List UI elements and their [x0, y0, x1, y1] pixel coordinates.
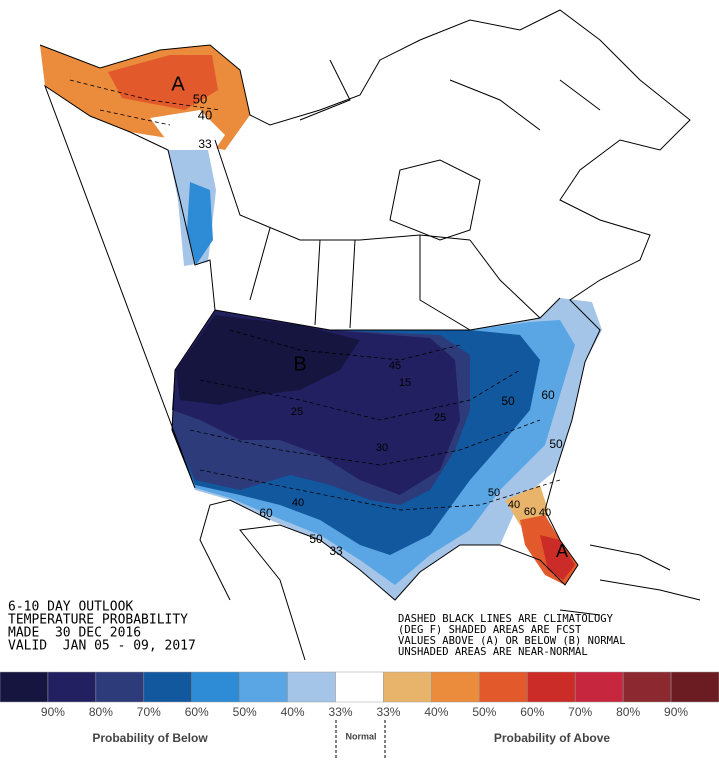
map-label: 60: [259, 506, 273, 520]
legend-label: 70%: [137, 705, 161, 719]
map-label: 40: [539, 507, 551, 519]
map-label: 50: [501, 394, 515, 408]
map-label: 60: [541, 388, 555, 402]
map-label: 60: [524, 506, 536, 518]
legend-swatch: [335, 671, 384, 703]
coastline: [39, 9, 691, 661]
legend-label: 33%: [329, 705, 353, 719]
note-line: VALUES ABOVE (A) OR BELOW (B) NORMAL: [398, 635, 626, 647]
canada-borders: [214, 139, 561, 331]
map-label: 30: [376, 442, 388, 454]
legend-swatch: [191, 671, 240, 703]
legend-swatch: [527, 671, 576, 703]
alaska-white: [150, 110, 225, 150]
legend-swatch: [47, 671, 97, 703]
legend-swatch: [95, 671, 145, 703]
legend-label: 60%: [520, 705, 544, 719]
hudson-bay: [299, 59, 601, 241]
legend: 90% 80% 70% 60% 50% 40% 33% 33% 40% 50% 60% 70% 80% 9…: [0, 671, 719, 719]
legend-label: 80%: [616, 705, 640, 719]
legend-label: 40%: [424, 705, 448, 719]
legend-label: 33%: [376, 705, 400, 719]
legend-label: 70%: [568, 705, 592, 719]
outlook-line: 6-10 DAY OUTLOOK: [8, 600, 133, 615]
map-label: 50: [549, 437, 563, 451]
map-label: A: [556, 541, 568, 561]
outlook-line: TEMPERATURE PROBABILITY: [8, 613, 188, 628]
outlook-line: MADE 30 DEC 2016: [8, 626, 141, 641]
map-label: 50: [488, 487, 500, 499]
map-label: A: [171, 73, 185, 95]
map-label: 50: [193, 91, 207, 106]
legend-label: 60%: [185, 705, 209, 719]
map-label: 15: [399, 377, 411, 389]
legend-label: 90%: [41, 705, 65, 719]
map-label: 50: [309, 532, 323, 546]
map-label: 25: [291, 406, 303, 418]
legend-normal-title: Normal: [345, 731, 376, 741]
map-label: B: [293, 353, 306, 375]
legend-swatch: [622, 671, 672, 703]
climatology-line: [69, 79, 561, 511]
note-line: DASHED BLACK LINES ARE CLIMATOLOGY: [398, 613, 614, 625]
legend-swatch: [431, 671, 480, 703]
caribbean: [559, 544, 701, 616]
map-label: 45: [389, 360, 401, 372]
legend-swatch: [670, 671, 719, 703]
map-label: 33: [329, 544, 343, 558]
map-label: 40: [292, 497, 304, 509]
note-line: (DEG F) SHADED AREAS ARE FCST: [398, 624, 582, 636]
legend-below-title: Probability of Below: [92, 731, 208, 745]
map-label: 33: [198, 137, 212, 151]
legend-label: 90%: [664, 705, 688, 719]
legend-swatch: [287, 671, 336, 703]
note-line: UNSHADED AREAS ARE NEAR-NORMAL: [398, 646, 588, 658]
legend-swatch: [0, 671, 49, 703]
legend-swatch: [383, 671, 432, 703]
legend-swatch: [574, 671, 624, 703]
outlook-line: VALID JAN 05 - 09, 2017: [8, 639, 196, 654]
legend-swatch: [143, 671, 192, 703]
pacific-nw-shade-dark: [187, 182, 213, 265]
legend-label: 40%: [281, 705, 305, 719]
legend-label: 80%: [89, 705, 113, 719]
legend-swatch: [479, 671, 528, 703]
map-label: 40: [198, 107, 212, 122]
map-label: 40: [508, 499, 520, 511]
legend-swatch: [239, 671, 288, 703]
legend-label: 50%: [472, 705, 496, 719]
map-label: 25: [434, 412, 446, 424]
legend-above-title: Probability of Above: [494, 731, 611, 745]
us-shade-90: [176, 315, 360, 405]
alaska-shade-dark: [108, 55, 218, 110]
legend-label: 50%: [233, 705, 257, 719]
